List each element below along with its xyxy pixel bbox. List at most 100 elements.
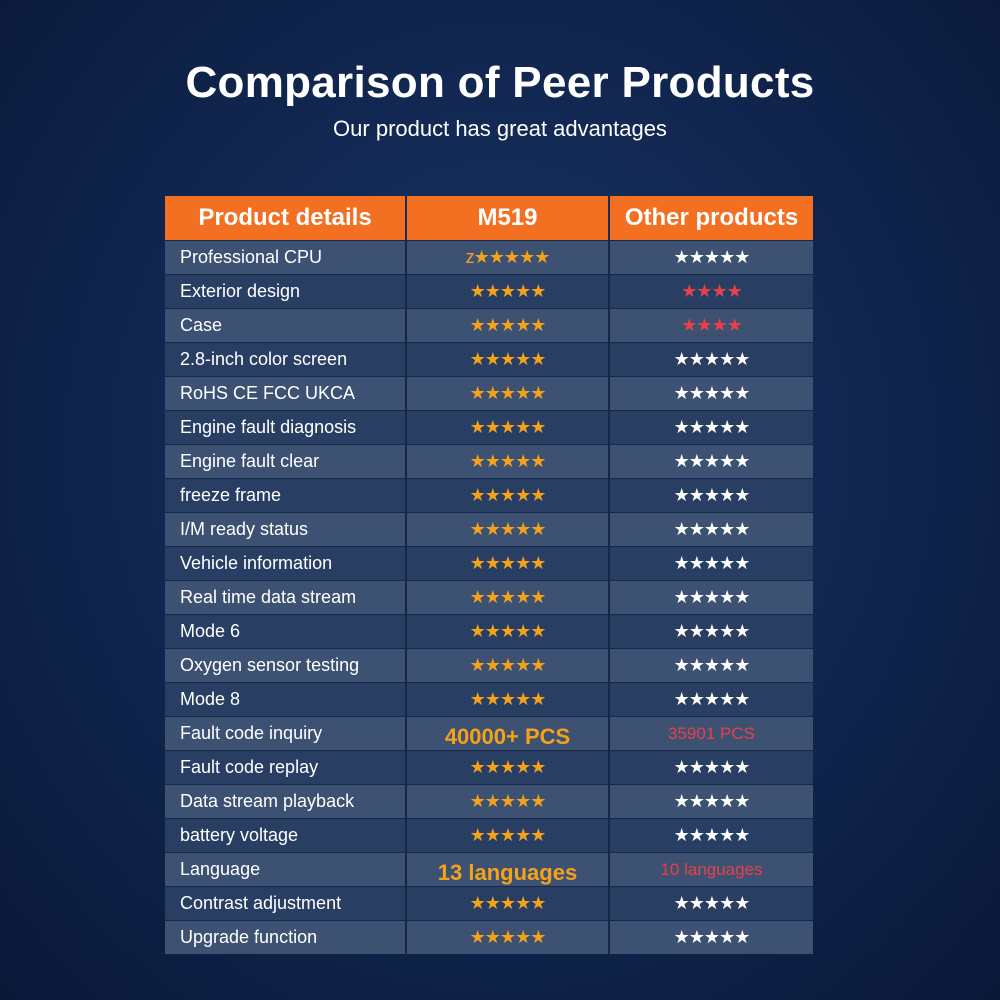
other-cell: 35901 PCS [610,716,813,750]
m519-rating-stars: ★★★★★ [469,893,547,913]
table-row: Fault code replay ★★★★★ ★★★★★ [165,750,813,784]
feature-label: Engine fault clear [165,444,407,478]
m519-rating-stars: ★★★★★ [469,315,547,335]
other-rating-stars: ★★★★ [681,315,743,335]
other-rating-stars: ★★★★ [681,281,743,301]
m519-cell: ★★★★★ [407,614,610,648]
other-cell: ★★★★★ [610,818,813,852]
m519-cell: ★★★★★ [407,342,610,376]
feature-label: Oxygen sensor testing [165,648,407,682]
m519-cell: ★★★★★ [407,784,610,818]
m519-rating-stars: ★★★★★ [469,825,547,845]
table-row: Language 13 languages 10 languages [165,852,813,886]
feature-label: 2.8-inch color screen [165,342,407,376]
table-header-row: Product details M519 Other products [165,196,813,240]
feature-label: Professional CPU [165,240,407,274]
comparison-table: Product details M519 Other products Prof… [165,196,813,954]
other-rating-stars: ★★★★★ [673,349,751,369]
other-value: 10 languages [660,859,763,879]
other-cell: ★★★★★ [610,478,813,512]
other-rating-stars: ★★★★★ [673,485,751,505]
table-row: battery voltage ★★★★★ ★★★★★ [165,818,813,852]
feature-label: Engine fault diagnosis [165,410,407,444]
m519-cell: ★★★★★ [407,376,610,410]
other-cell: ★★★★★ [610,546,813,580]
m519-rating-stars: ★★★★★ [469,791,547,811]
feature-label: RoHS CE FCC UKCA [165,376,407,410]
m519-rating-stars: ★★★★★ [469,451,547,471]
page-title: Comparison of Peer Products [185,58,815,107]
m519-rating-stars: ★★★★★ [469,519,547,539]
m519-rating-stars: ★★★★★ [469,689,547,709]
other-cell: ★★★★★ [610,682,813,716]
feature-label: battery voltage [165,818,407,852]
other-rating-stars: ★★★★★ [673,689,751,709]
other-rating-stars: ★★★★★ [673,791,751,811]
other-cell: ★★★★★ [610,512,813,546]
feature-label: Mode 6 [165,614,407,648]
table-row: Exterior design ★★★★★ ★★★★ [165,274,813,308]
m519-rating-stars: ★★★★★ [469,757,547,777]
m519-cell: ★★★★★ [407,274,610,308]
other-rating-stars: ★★★★★ [673,519,751,539]
other-cell: 10 languages [610,852,813,886]
m519-cell: 40000+ PCS [407,716,610,750]
m519-cell: ★★★★★ [407,750,610,784]
m519-cell: ★★★★★ [407,682,610,716]
m519-cell: ★★★★★ [407,818,610,852]
m519-cell: ★★★★★ [407,410,610,444]
other-cell: ★★★★★ [610,240,813,274]
feature-label: Fault code inquiry [165,716,407,750]
table-row: Mode 8 ★★★★★ ★★★★★ [165,682,813,716]
table-row: Contrast adjustment ★★★★★ ★★★★★ [165,886,813,920]
table-row: Vehicle information ★★★★★ ★★★★★ [165,546,813,580]
m519-cell: ★★★★★ [407,512,610,546]
m519-value: 40000+ PCS [444,723,571,749]
other-cell: ★★★★★ [610,750,813,784]
other-rating-stars: ★★★★★ [673,383,751,403]
other-rating-stars: ★★★★★ [673,553,751,573]
m519-rating-stars: z★★★★★ [465,247,551,267]
feature-label: Real time data stream [165,580,407,614]
other-rating-stars: ★★★★★ [673,417,751,437]
other-cell: ★★★★★ [610,342,813,376]
header-other-products: Other products [610,196,813,240]
other-cell: ★★★★★ [610,444,813,478]
other-cell: ★★★★★ [610,614,813,648]
header-m519: M519 [407,196,610,240]
m519-cell: ★★★★★ [407,648,610,682]
other-cell: ★★★★★ [610,410,813,444]
header-product-details: Product details [165,196,407,240]
m519-cell: ★★★★★ [407,886,610,920]
other-cell: ★★★★★ [610,580,813,614]
table-row: Engine fault clear ★★★★★ ★★★★★ [165,444,813,478]
m519-rating-stars: ★★★★★ [469,655,547,675]
m519-rating-stars: ★★★★★ [469,553,547,573]
table-row: Mode 6 ★★★★★ ★★★★★ [165,614,813,648]
table-row: Upgrade function ★★★★★ ★★★★★ [165,920,813,954]
feature-label: Vehicle information [165,546,407,580]
table-row: 2.8-inch color screen ★★★★★ ★★★★★ [165,342,813,376]
feature-label: Fault code replay [165,750,407,784]
feature-label: I/M ready status [165,512,407,546]
table-row: Engine fault diagnosis ★★★★★ ★★★★★ [165,410,813,444]
other-value: 35901 PCS [668,723,755,743]
m519-cell: ★★★★★ [407,920,610,954]
table-row: RoHS CE FCC UKCA ★★★★★ ★★★★★ [165,376,813,410]
table-row: Professional CPU z★★★★★ ★★★★★ [165,240,813,274]
feature-label: Contrast adjustment [165,886,407,920]
other-rating-stars: ★★★★★ [673,655,751,675]
other-rating-stars: ★★★★★ [673,825,751,845]
other-cell: ★★★★ [610,308,813,342]
table-row: Oxygen sensor testing ★★★★★ ★★★★★ [165,648,813,682]
feature-label: Language [165,852,407,886]
m519-rating-stars: ★★★★★ [469,383,547,403]
m519-cell: z★★★★★ [407,240,610,274]
other-cell: ★★★★ [610,274,813,308]
feature-label: Exterior design [165,274,407,308]
table-row: Case ★★★★★ ★★★★ [165,308,813,342]
table-row: Fault code inquiry 40000+ PCS 35901 PCS [165,716,813,750]
other-rating-stars: ★★★★★ [673,587,751,607]
table-body: Professional CPU z★★★★★ ★★★★★ Exterior desi… [165,240,813,954]
other-rating-stars: ★★★★★ [673,927,751,947]
